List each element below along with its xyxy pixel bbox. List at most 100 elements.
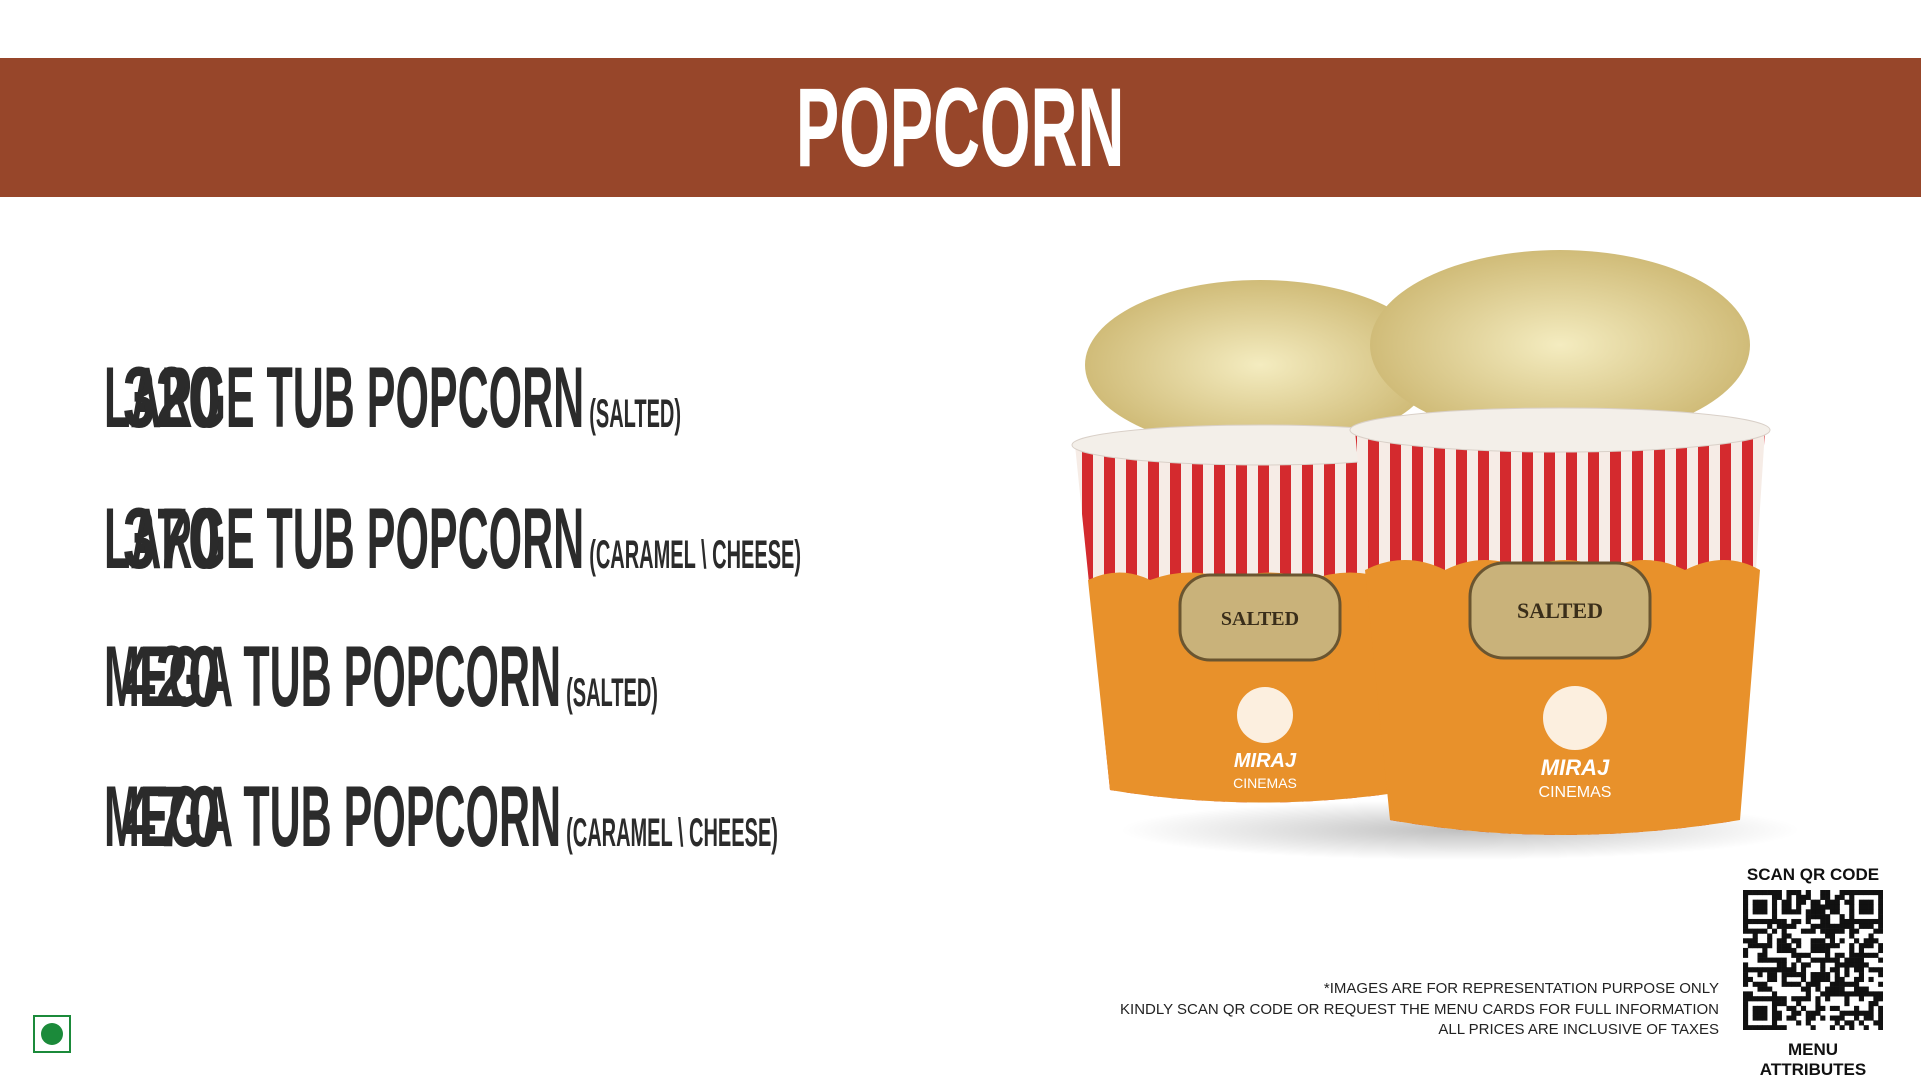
qr-module [1854,1005,1860,1011]
qr-module [1800,928,1807,934]
qr-module [1776,1015,1782,1021]
note: *IMAGES ARE FOR REPRESENTATION PURPOSE O… [1323,980,1719,997]
qr-module [1757,909,1763,915]
qr-module [1868,1005,1874,1011]
qr-module [1878,904,1883,910]
qr-module [1863,938,1869,944]
qr-module [1858,957,1864,963]
qr-module [1854,890,1860,896]
qr-module [1762,1025,1768,1030]
qr-module [1868,991,1874,997]
qr-module [1767,976,1773,983]
qr-module [1771,976,1778,983]
qr-module [1752,899,1758,905]
qr-module [1829,943,1836,949]
qr-module [1815,972,1821,978]
qr-module [1752,967,1758,973]
qr-module [1820,943,1826,949]
qr-module [1849,890,1855,896]
qr-module [1800,986,1807,992]
qr-module [1752,890,1758,896]
qr-module [1767,918,1773,925]
qr-module [1834,991,1840,997]
bucket-right: SALTED MIRAJ CINEMAS [1349,250,1771,835]
qr-module [1815,1005,1821,1011]
qr-module [1762,909,1768,915]
qr-module [1844,967,1850,973]
qr-module [1820,957,1826,963]
qr-module [1786,933,1792,939]
qr-module [1810,1025,1816,1030]
qr-module [1786,899,1792,905]
item-variant: (CARAMEL \ CHEESE) [589,533,802,577]
qr-module [1810,928,1816,934]
qr-module [1849,962,1855,968]
qr-module [1854,962,1860,968]
qr-module [1834,962,1840,968]
qr-module [1743,947,1749,954]
qr-module [1776,962,1782,968]
qr-module [1878,894,1883,900]
qr-module [1762,904,1768,910]
qr-module [1810,914,1816,920]
qr-module [1781,938,1787,944]
qr-module [1810,909,1816,915]
qr-module [1771,1015,1778,1021]
qr-module [1781,933,1787,939]
qr-module [1781,962,1787,968]
qr-code[interactable] [1743,890,1883,1030]
qr-module [1776,947,1782,954]
qr-module [1815,996,1821,1002]
qr-module [1776,957,1782,963]
qr-module [1771,918,1778,925]
qr-module [1776,923,1782,929]
qr-module [1863,1025,1869,1030]
qr-module [1747,943,1753,949]
qr-module [1815,981,1821,987]
title: POPCORN [0,64,1921,192]
qr-module [1752,938,1758,944]
qr-module [1796,952,1802,958]
qr-module [1805,1015,1811,1021]
qr-module [1757,996,1763,1002]
qr-module [1849,894,1855,900]
qr-module [1743,1025,1749,1030]
qr-module [1878,1025,1883,1030]
qr-module [1743,904,1749,910]
qr-module [1752,1005,1758,1011]
qr-module [1776,996,1782,1002]
qr-module [1849,904,1855,910]
qr-module [1786,947,1792,954]
qr-module [1844,996,1850,1002]
qr-module [1796,1010,1802,1016]
qr-module [1743,976,1749,983]
qr-module [1829,904,1836,910]
qr-module [1844,923,1850,929]
item-price: 470 [122,769,220,865]
qr-module [1854,967,1860,973]
qr-module [1805,890,1811,896]
qr-module [1829,1015,1836,1021]
qr-module [1757,972,1763,978]
qr-module [1839,1015,1845,1021]
qr-module [1747,938,1753,944]
qr-module [1825,914,1831,920]
qr-module [1771,972,1778,978]
qr-module [1858,899,1864,905]
qr-module [1757,981,1763,987]
qr-module [1868,967,1874,973]
brand: MIRAJ [1541,755,1610,780]
qr-module [1810,957,1816,963]
qr-module [1781,909,1787,915]
qr-module [1815,1010,1821,1016]
qr-module [1791,1005,1797,1011]
qr-module [1781,918,1787,925]
qr-module [1743,928,1749,934]
qr-module [1762,899,1768,905]
qr-module [1743,991,1749,997]
qr-module [1868,976,1874,983]
qr-module [1854,918,1860,925]
qr-module [1800,952,1807,958]
qr-module [1762,996,1768,1002]
